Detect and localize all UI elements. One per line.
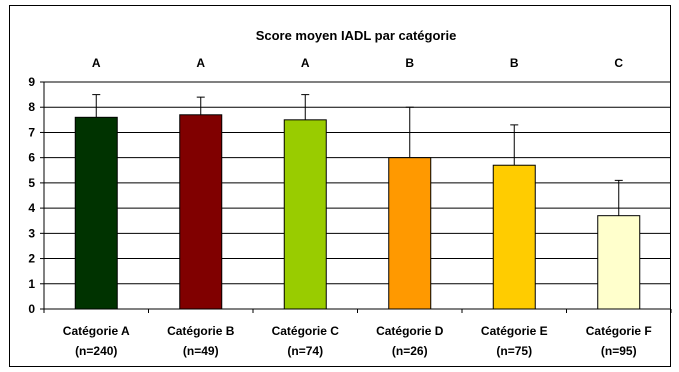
y-tick-label: 0 xyxy=(28,302,35,316)
group-letter: A xyxy=(92,56,101,70)
y-tick-label: 2 xyxy=(28,252,35,266)
x-tick-label: Catégorie E xyxy=(481,324,548,338)
y-tick-label: 7 xyxy=(28,125,35,139)
group-letter: B xyxy=(405,56,414,70)
group-letter: B xyxy=(510,56,519,70)
bar xyxy=(492,164,536,310)
x-tick-label: Catégorie B xyxy=(167,324,235,338)
group-letter: A xyxy=(301,56,310,70)
x-tick-label: Catégorie F xyxy=(586,324,652,338)
bar xyxy=(179,114,223,310)
x-tick-label: Catégorie D xyxy=(376,324,444,338)
y-tick-label: 3 xyxy=(28,226,35,240)
x-tick-sublabel: (n=240) xyxy=(75,344,117,358)
y-tick-label: 9 xyxy=(28,75,35,89)
bar xyxy=(283,119,327,310)
group-letter: C xyxy=(614,56,623,70)
y-tick-label: 4 xyxy=(28,201,35,215)
bar xyxy=(388,157,432,310)
x-tick-label: Catégorie C xyxy=(272,324,340,338)
x-tick-sublabel: (n=75) xyxy=(496,344,532,358)
x-tick-sublabel: (n=95) xyxy=(601,344,637,358)
y-tick-label: 5 xyxy=(28,176,35,190)
y-tick-label: 6 xyxy=(28,151,35,165)
group-letter: A xyxy=(196,56,205,70)
x-tick-label: Catégorie A xyxy=(63,324,130,338)
y-tick-label: 8 xyxy=(28,100,35,114)
chart-frame xyxy=(9,5,671,367)
x-tick-sublabel: (n=26) xyxy=(392,344,428,358)
x-tick-sublabel: (n=49) xyxy=(183,344,219,358)
chart-title: Score moyen IADL par catégorie xyxy=(256,28,457,43)
y-tick-label: 1 xyxy=(28,277,35,291)
bar xyxy=(74,116,118,310)
bar xyxy=(597,215,641,310)
x-tick-sublabel: (n=74) xyxy=(287,344,323,358)
